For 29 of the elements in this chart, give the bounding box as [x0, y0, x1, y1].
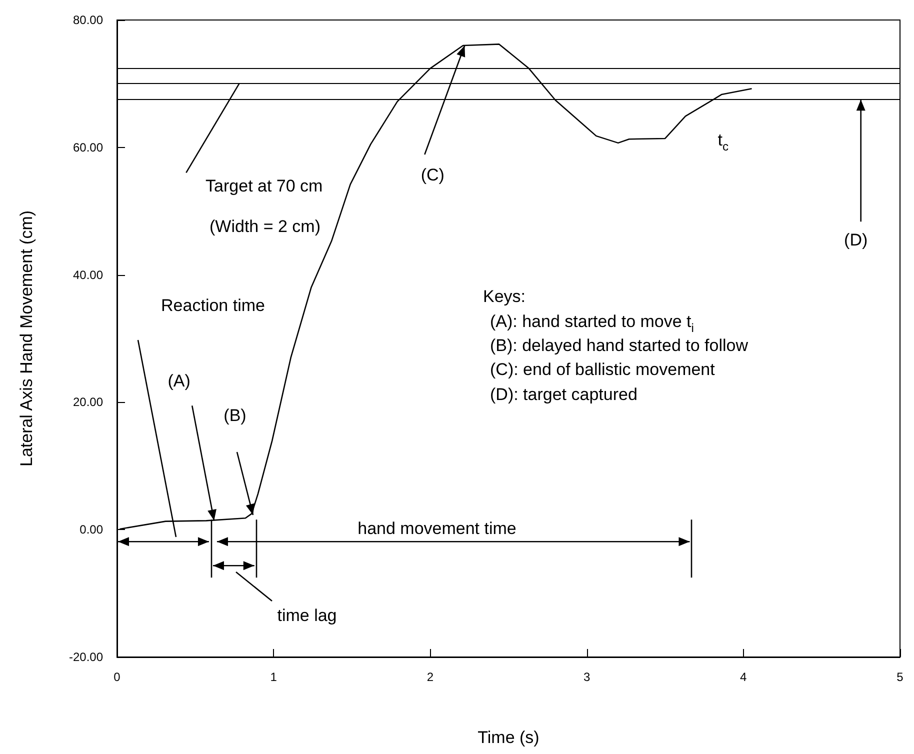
annotation: hand movement time [358, 518, 516, 538]
annotation: (A) [168, 371, 190, 390]
x-tick-label: 4 [740, 670, 748, 684]
y-tick-label: 80.00 [72, 13, 104, 27]
annotation: (C): end of ballistic movement [490, 360, 716, 378]
x-tick-label: 5 [896, 670, 904, 684]
x-tick-label: 3 [583, 670, 590, 684]
annotation: (A): hand started to move t$_{i}$ [490, 312, 694, 335]
y-tick-label: 40.00 [72, 268, 104, 282]
annotation: Keys: [483, 286, 526, 306]
annotation: (D) [844, 230, 868, 250]
x-tick-label: 2 [426, 670, 434, 684]
annotation: (B): delayed hand started to follow [490, 336, 749, 354]
annotation: (C) [420, 164, 444, 184]
x-tick-label: 1 [270, 670, 278, 684]
y-tick-label: 20.00 [72, 395, 104, 410]
annotation: time lag [277, 606, 337, 624]
y-axis-title: Lateral Axis Hand Movement (cm) [17, 210, 36, 467]
annotation: Reaction time [161, 296, 265, 314]
annotation: (B) [224, 406, 246, 424]
annotation: (D): target captured [490, 384, 638, 404]
annotation: Target at 70 cm [206, 176, 323, 196]
x-tick-label: 0 [114, 670, 121, 684]
annotation: (Width = 2 cm) [210, 216, 320, 236]
y-tick-label: -20.00 [68, 650, 104, 664]
y-tick-label: 60.00 [72, 140, 104, 154]
annotation: t$_{c}$ [718, 130, 728, 154]
x-axis-title: Time (s) [478, 728, 540, 747]
y-tick-label: 0.00 [80, 522, 104, 537]
